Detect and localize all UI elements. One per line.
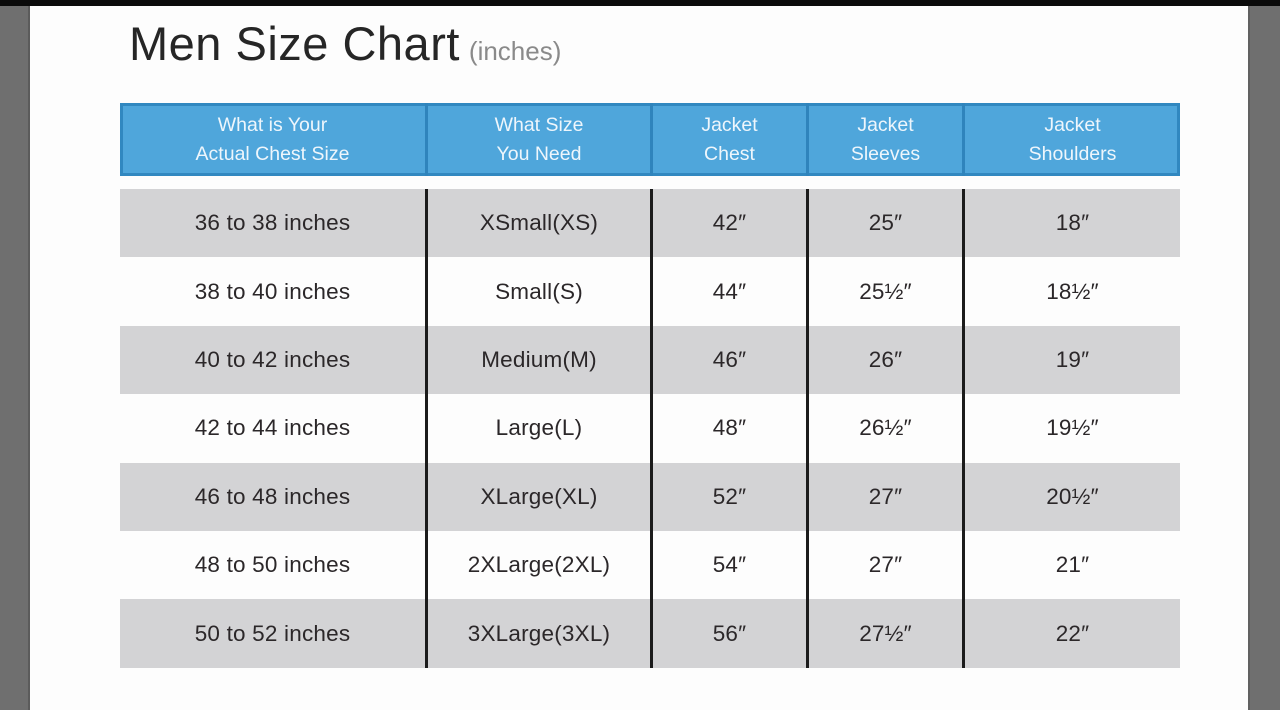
table-row: 42 to 44 inches Large(L) 48″ 26½″ 19½″	[120, 394, 1180, 463]
cell-chest-range: 50 to 52 inches	[194, 620, 351, 646]
table-row: 36 to 38 inches XSmall(XS) 42″ 25″ 18″	[120, 189, 1180, 258]
header-line: Jacket	[1044, 113, 1101, 136]
cell-size-name: Large(L)	[425, 394, 650, 463]
cell-jacket-sleeves: 25″	[806, 189, 962, 258]
cell-jacket-sleeves: 27½″	[806, 599, 962, 668]
cell-size-name: 2XLarge(2XL)	[425, 530, 650, 600]
table-row: 50 to 52 inches 3XLarge(3XL) 56″ 27½″ 22…	[120, 599, 1180, 668]
column-header-jacket-chest: Jacket Chest	[650, 103, 806, 176]
page-title-text: Men Size Chart	[129, 17, 460, 70]
cell-jacket-chest: 44″	[650, 257, 806, 326]
column-header-jacket-sleeves: Jacket Sleeves	[806, 103, 962, 176]
cell-size-name: 3XLarge(3XL)	[425, 599, 650, 668]
cell-jacket-sleeves: 26½″	[806, 394, 962, 463]
header-line: What Size	[494, 113, 584, 136]
cell-jacket-shoulders: 18½″	[962, 257, 1180, 326]
cell-jacket-chest: 56″	[650, 599, 806, 668]
cell-jacket-sleeves: 25½″	[806, 257, 962, 326]
header-line: Jacket	[857, 113, 914, 136]
right-letterbox-strip	[1248, 6, 1280, 710]
cell-jacket-chest: 48″	[650, 394, 806, 463]
page-title: Men Size Chart (inches)	[129, 16, 561, 71]
page-title-units: (inches)	[468, 36, 562, 66]
cell-jacket-shoulders: 21″	[962, 530, 1180, 600]
header-line: Chest	[704, 142, 755, 165]
cell-size-name: XLarge(XL)	[425, 462, 650, 531]
cell-size-name: XSmall(XS)	[425, 189, 650, 258]
cell-jacket-sleeves: 26″	[806, 325, 962, 395]
cell-size-name: Medium(M)	[425, 325, 650, 395]
cell-chest-range: 48 to 50 inches	[194, 552, 351, 578]
column-header-jacket-shoulders: Jacket Shoulders	[962, 103, 1180, 176]
cell-chest-range: 42 to 44 inches	[194, 415, 351, 441]
cell-jacket-chest: 42″	[650, 189, 806, 258]
cell-jacket-shoulders: 22″	[962, 599, 1180, 668]
table-row: 38 to 40 inches Small(S) 44″ 25½″ 18½″	[120, 257, 1180, 326]
cell-jacket-shoulders: 18″	[962, 189, 1180, 258]
table-header-row: What is Your Actual Chest Size What Size…	[120, 103, 1180, 176]
header-line: Actual Chest Size	[195, 142, 350, 165]
cell-jacket-shoulders: 19½″	[962, 394, 1180, 463]
cell-chest-range: 40 to 42 inches	[194, 346, 351, 372]
cell-jacket-chest: 46″	[650, 325, 806, 395]
header-line: Shoulders	[1028, 142, 1117, 165]
cell-jacket-sleeves: 27″	[806, 462, 962, 531]
column-header-actual-chest-size: What is Your Actual Chest Size	[120, 103, 425, 176]
cell-chest-range: 46 to 48 inches	[194, 483, 351, 509]
cell-jacket-sleeves: 27″	[806, 530, 962, 600]
cell-jacket-shoulders: 19″	[962, 325, 1180, 395]
header-line: What is Your	[217, 113, 328, 136]
men-size-chart-table: What is Your Actual Chest Size What Size…	[120, 103, 1180, 668]
cell-chest-range: 36 to 38 inches	[194, 210, 351, 236]
header-line: Jacket	[701, 113, 758, 136]
top-letterbox-bar	[0, 0, 1280, 6]
table-row: 48 to 50 inches 2XLarge(2XL) 54″ 27″ 21″	[120, 530, 1180, 600]
left-letterbox-strip	[0, 6, 30, 710]
header-line: You Need	[496, 142, 582, 165]
cell-chest-range: 38 to 40 inches	[194, 278, 351, 304]
table-row: 40 to 42 inches Medium(M) 46″ 26″ 19″	[120, 325, 1180, 395]
header-line: Sleeves	[850, 142, 921, 165]
column-header-size-you-need: What Size You Need	[425, 103, 650, 176]
cell-size-name: Small(S)	[425, 257, 650, 326]
table-body: 36 to 38 inches XSmall(XS) 42″ 25″ 18″ 3…	[120, 189, 1180, 668]
table-row: 46 to 48 inches XLarge(XL) 52″ 27″ 20½″	[120, 462, 1180, 531]
cell-jacket-chest: 52″	[650, 462, 806, 531]
cell-jacket-chest: 54″	[650, 530, 806, 600]
cell-jacket-shoulders: 20½″	[962, 462, 1180, 531]
